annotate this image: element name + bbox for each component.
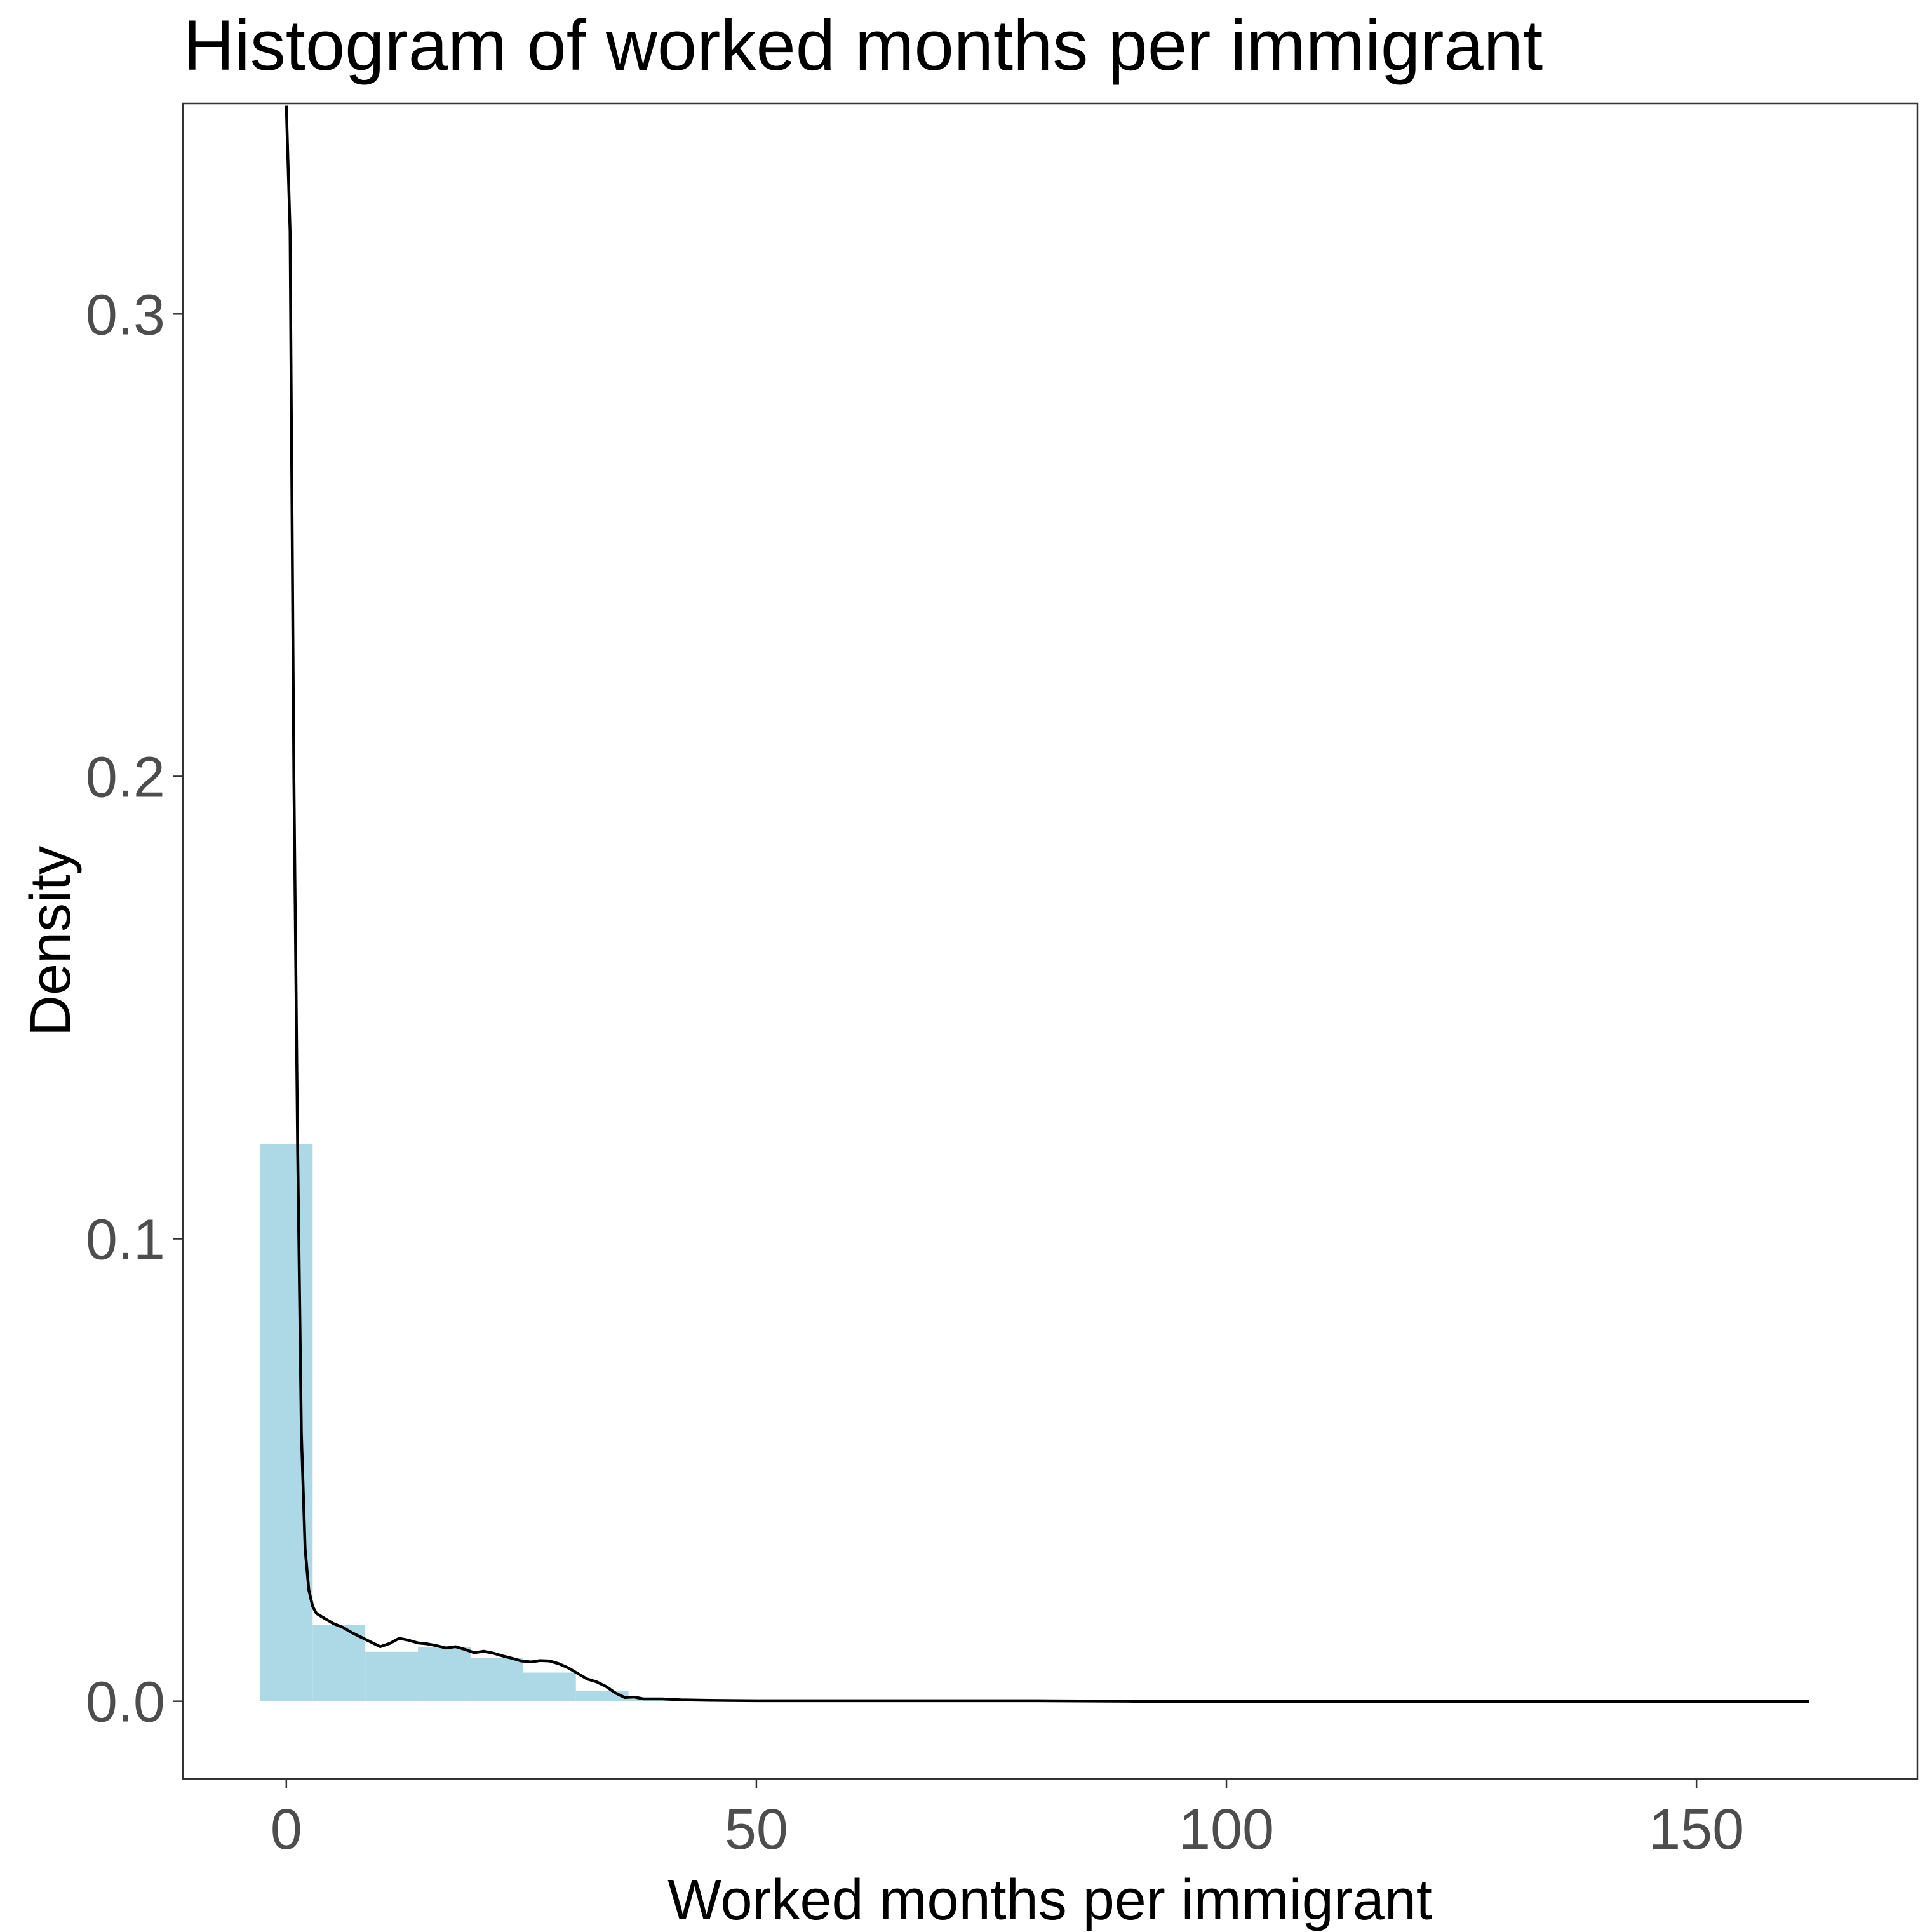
y-axis: 0.0 0.1 0.2 0.3 [86, 283, 183, 1734]
x-tick-label: 0 [271, 1798, 302, 1862]
y-tick-label: 0.0 [86, 1671, 165, 1734]
y-axis-title: Density [19, 846, 83, 1036]
plot-panel-border [182, 102, 1919, 1780]
histogram-bar-2 [312, 1625, 366, 1701]
chart-title: Histogram of worked months per immigrant [183, 6, 1543, 85]
x-tick-label: 100 [1179, 1798, 1274, 1862]
y-tick-label: 0.1 [86, 1209, 165, 1272]
density-curve-group [285, 105, 1809, 1703]
density-line [285, 105, 1809, 1703]
histogram-bar-1 [260, 1144, 313, 1701]
histogram-bar-5 [470, 1658, 523, 1701]
histogram-bar-3 [365, 1651, 419, 1701]
y-tick-label: 0.2 [86, 746, 165, 809]
x-tick-label: 150 [1649, 1798, 1744, 1862]
histogram-bar-4 [418, 1647, 471, 1701]
y-tick-label: 0.3 [86, 283, 165, 347]
x-tick-label: 50 [725, 1798, 788, 1862]
x-axis-title: Worked months per immigrant [667, 1868, 1432, 1932]
histogram-bar-6 [523, 1672, 576, 1701]
x-axis: 0 50 100 150 [271, 1779, 1744, 1862]
